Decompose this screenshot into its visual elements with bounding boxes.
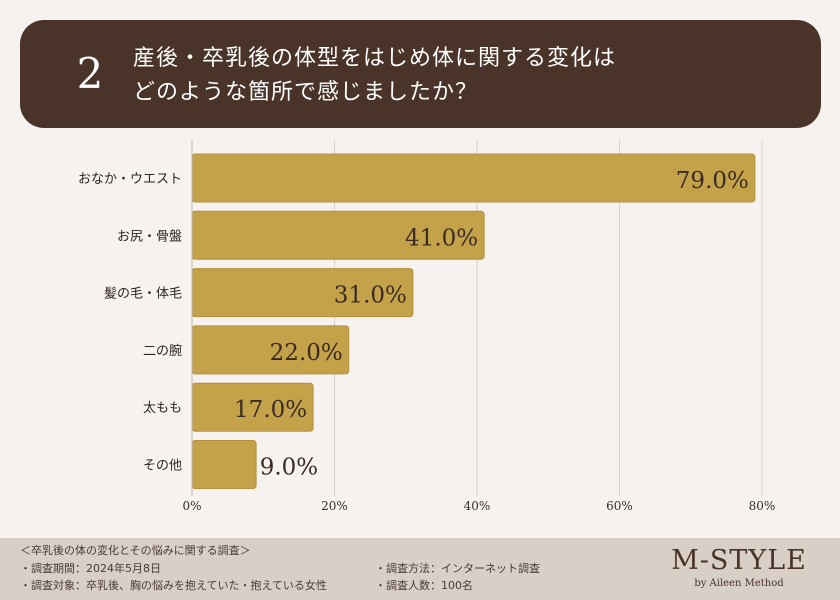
category-label-2: 髪の毛・体毛: [104, 287, 182, 302]
x-tick-label-4: 80%: [749, 499, 776, 513]
x-tick-label-0: 0%: [182, 499, 201, 513]
question-line-1: 産後・卒乳後の体型をはじめ体に関する変化は: [133, 46, 617, 71]
bar-chart: おなか・ウエスト 79.0% お尻・骨盤 41.0% 髪の毛・体毛 31.0% 二の腕 22.…: [78, 140, 776, 513]
value-label-3: 22.0%: [270, 340, 343, 366]
category-label-4: 太もも: [143, 401, 182, 416]
value-label-5: 9.0%: [260, 455, 318, 481]
survey-title: ＜卒乳後の体の変化とその悩みに関する調査＞: [20, 544, 251, 557]
brand-logo: M-STYLE: [671, 545, 807, 576]
value-label-1: 41.0%: [405, 225, 478, 251]
x-tick-label-2: 40%: [464, 499, 491, 513]
bar-0: [191, 153, 756, 203]
x-tick-label-1: 20%: [321, 499, 348, 513]
category-label-1: お尻・骨盤: [117, 229, 182, 244]
survey-target: ・調査対象：卒乳後、胸の悩みを抱えていた・抱えている女性: [20, 579, 327, 592]
question-number: 2: [76, 49, 104, 98]
bar-5: [191, 440, 257, 489]
x-tick-label-3: 60%: [606, 499, 633, 513]
category-label-0: おなか・ウエスト: [78, 172, 182, 187]
value-label-2: 31.0%: [334, 283, 407, 309]
question-header: 2 産後・卒乳後の体型をはじめ体に関する変化は どのような箇所で感じましたか？: [20, 20, 821, 128]
survey-period: ・調査期間：2024年5月8日: [20, 562, 161, 575]
value-label-0: 79.0%: [676, 168, 749, 194]
survey-method: ・調査方法：インターネット調査: [375, 562, 540, 575]
survey-footer: ＜卒乳後の体の変化とその悩みに関する調査＞ ・調査期間：2024年5月8日 ・調…: [0, 538, 840, 600]
value-label-4: 17.0%: [234, 397, 307, 423]
category-label-5: その他: [143, 459, 182, 474]
brand-subtitle: by Aileen Method: [694, 578, 784, 589]
question-line-2: どのような箇所で感じましたか？: [133, 80, 479, 105]
question-text: 産後・卒乳後の体型をはじめ体に関する変化は どのような箇所で感じましたか？: [133, 42, 813, 110]
category-label-3: 二の腕: [143, 343, 182, 359]
survey-count: ・調査人数：100名: [375, 579, 473, 592]
